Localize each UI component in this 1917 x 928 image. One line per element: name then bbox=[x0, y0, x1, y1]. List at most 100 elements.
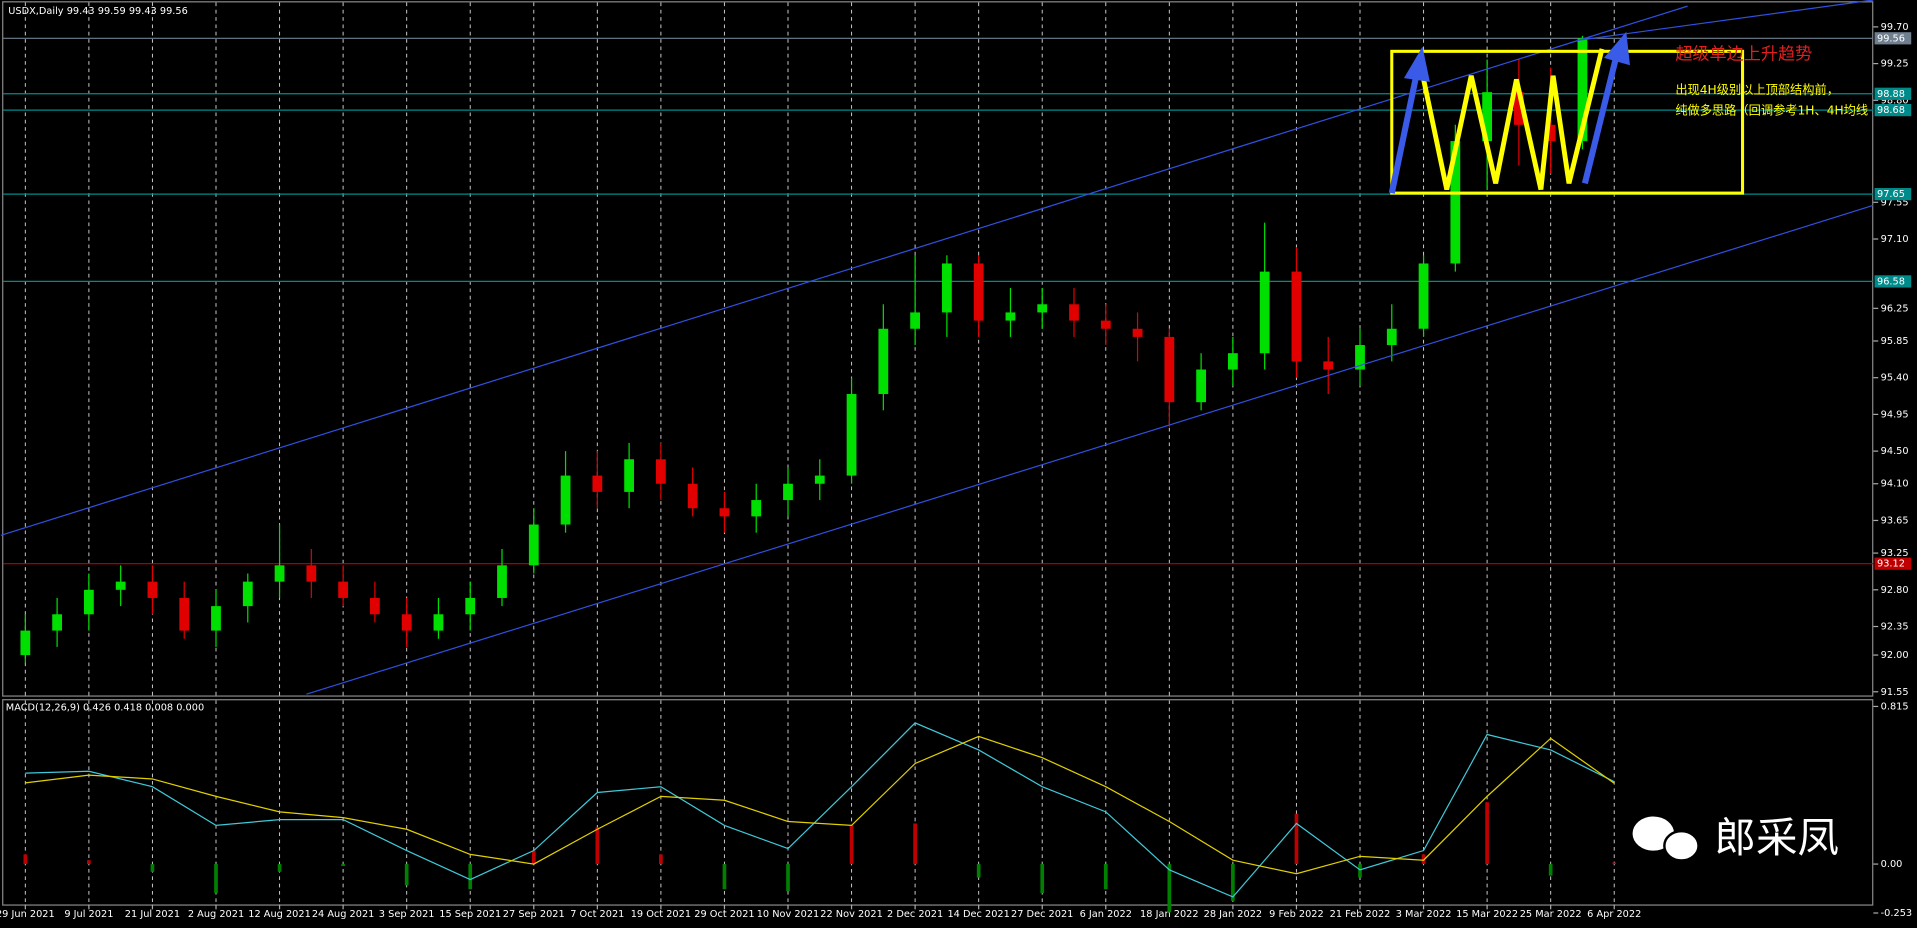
x-tick-label: 3 Mar 2022 bbox=[1396, 909, 1452, 920]
macd-bar bbox=[913, 823, 917, 865]
macd-bar bbox=[468, 864, 473, 890]
candle-body bbox=[433, 614, 444, 631]
candle-body bbox=[84, 589, 94, 615]
y-tick-label: 98.80 bbox=[1881, 95, 1909, 106]
x-tick-label: 9 Feb 2022 bbox=[1269, 909, 1324, 920]
macd-title: MACD(12,26,9) 0.426 0.418 0.008 0.000 bbox=[6, 703, 204, 714]
y-tick-label: 94.95 bbox=[1881, 409, 1909, 420]
level-tag bbox=[1874, 557, 1912, 570]
candle-body bbox=[1386, 328, 1397, 346]
candle-body bbox=[814, 475, 825, 484]
annotation: 出现4H级别以上顶部结构前， bbox=[1675, 82, 1839, 97]
header-title: USDX,Daily 99.43 99.59 99.43 99.56 bbox=[8, 6, 188, 17]
candle-body bbox=[1005, 312, 1016, 321]
macd-bar bbox=[404, 864, 409, 886]
candle-body bbox=[1482, 92, 1492, 142]
candle-body bbox=[274, 565, 285, 582]
y-tick-label: 0.815 bbox=[1881, 701, 1909, 712]
candle-body bbox=[1323, 361, 1334, 370]
x-tick-label: 27 Dec 2021 bbox=[1011, 909, 1073, 920]
candle-body bbox=[1450, 141, 1461, 264]
candle-body bbox=[242, 581, 253, 607]
macd-bar bbox=[150, 864, 155, 872]
channel-line bbox=[1577, 0, 1874, 41]
y-tick-label: 96.25 bbox=[1881, 303, 1909, 314]
macd-bar bbox=[595, 827, 600, 865]
level-tag bbox=[1874, 188, 1912, 201]
level-label: 96.58 bbox=[1877, 276, 1905, 287]
x-tick-label: 15 Sep 2021 bbox=[439, 909, 501, 920]
macd-line bbox=[25, 735, 1615, 875]
candle-body bbox=[497, 565, 507, 598]
candle-body bbox=[20, 630, 31, 656]
x-tick-label: 22 Nov 2021 bbox=[820, 909, 883, 920]
macd-bar bbox=[659, 854, 663, 865]
candle-body bbox=[1514, 92, 1524, 125]
level-tag bbox=[1874, 103, 1912, 117]
candle-body bbox=[592, 475, 603, 492]
y-tick-label: 95.40 bbox=[1881, 373, 1909, 384]
candle-body bbox=[1355, 345, 1365, 370]
candle-body bbox=[1037, 304, 1048, 313]
x-tick-label: 15 Mar 2022 bbox=[1456, 909, 1518, 920]
watermark: 郎采凤 bbox=[1714, 813, 1839, 862]
candle-body bbox=[465, 597, 476, 615]
x-tick-label: 3 Sep 2021 bbox=[379, 909, 435, 920]
macd-bar bbox=[87, 860, 91, 865]
candle-body bbox=[338, 581, 348, 598]
range-box bbox=[1390, 49, 1745, 195]
x-tick-label: 18 Jan 2022 bbox=[1140, 909, 1199, 920]
level-tag bbox=[1874, 32, 1912, 45]
macd-bar bbox=[1040, 864, 1045, 894]
macd-bar bbox=[1103, 864, 1108, 890]
macd-bar bbox=[531, 850, 536, 865]
candle-body bbox=[1196, 369, 1206, 403]
candle-body bbox=[115, 581, 126, 590]
macd-bar bbox=[1485, 802, 1489, 865]
level-label: 98.88 bbox=[1877, 89, 1905, 100]
candle-body bbox=[147, 581, 158, 598]
x-tick-label: 14 Dec 2021 bbox=[947, 909, 1009, 920]
macd-line bbox=[25, 722, 1615, 898]
macd-bar bbox=[1421, 854, 1426, 865]
x-tick-label: 28 Jan 2022 bbox=[1204, 909, 1263, 920]
x-tick-label: 21 Jul 2021 bbox=[125, 909, 180, 920]
x-tick-label: 19 Oct 2021 bbox=[631, 909, 691, 920]
candle-body bbox=[624, 459, 634, 492]
x-tick-label: 24 Aug 2021 bbox=[312, 909, 375, 920]
level-tag bbox=[1874, 87, 1912, 100]
macd-bar bbox=[976, 864, 981, 878]
x-tick-label: 12 Aug 2021 bbox=[248, 909, 311, 920]
candle-body bbox=[1577, 38, 1588, 142]
trend-arrows bbox=[1388, 31, 1630, 194]
y-tick-label: 93.25 bbox=[1881, 548, 1909, 559]
candle-body bbox=[719, 508, 730, 517]
x-tick-label: 10 Nov 2021 bbox=[757, 909, 820, 920]
x-tick-label: 2 Dec 2021 bbox=[887, 909, 943, 920]
channel-line bbox=[0, 5, 1688, 536]
annotation: 纯做多思路（回调参考1H、4H均线 bbox=[1675, 103, 1868, 118]
candle-body bbox=[846, 394, 857, 476]
macd-bar bbox=[722, 864, 727, 890]
level-label: 98.68 bbox=[1877, 105, 1905, 116]
y-tick-label: 99.70 bbox=[1881, 22, 1909, 33]
macd-bar bbox=[23, 854, 28, 865]
candle-body bbox=[1228, 353, 1238, 370]
x-tick-label: 29 Oct 2021 bbox=[694, 909, 754, 920]
x-tick-label: 9 Jul 2021 bbox=[64, 909, 113, 920]
level-label: 97.65 bbox=[1877, 189, 1905, 200]
y-tick-label: 0.00 bbox=[1881, 859, 1903, 870]
macd-bar bbox=[214, 864, 218, 894]
macd-bar bbox=[1167, 864, 1172, 913]
candle-body bbox=[52, 614, 62, 631]
y-tick-label: 94.10 bbox=[1881, 479, 1909, 490]
macd-bar bbox=[277, 864, 282, 872]
candle-body bbox=[370, 597, 380, 615]
price-panel bbox=[2, 1, 1874, 697]
y-tick-label: 92.00 bbox=[1881, 650, 1909, 661]
macd-bar bbox=[1358, 864, 1362, 878]
candle-body bbox=[878, 328, 889, 395]
candle-body bbox=[211, 606, 221, 631]
